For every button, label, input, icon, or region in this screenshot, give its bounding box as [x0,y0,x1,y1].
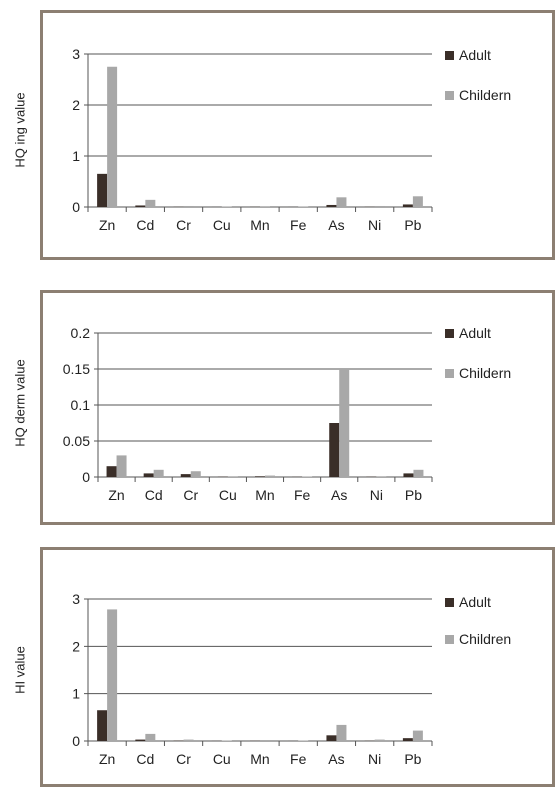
bar-children-cu [227,476,238,477]
legend-label: Adult [459,594,491,610]
bar-adult-as [329,423,340,477]
bar-adult-pb [402,738,413,741]
bar-adult-as [326,204,337,207]
bar-adult-cr [180,474,191,477]
x-tick-label: Cu [219,487,237,503]
bar-adult-cd [135,739,146,741]
chart-panel-hq-ing: HQ ing value 0 1 2 3 Zn Cd Cr Cu Mn Fe As Ni Pb Adult… [0,0,560,265]
bar-children-pb [412,730,423,741]
bar-children-mn [265,475,275,477]
x-tick-label: Ni [368,751,381,767]
y-tick-label: 0 [72,733,80,749]
legend-label: Adult [459,325,491,341]
bar-adult-pb [403,473,414,477]
x-tick-label: Cr [183,487,198,503]
bar-children-mn [260,740,270,741]
bar-children-cd [145,733,156,741]
bar-children-pb [412,196,423,207]
bar-adult-zn [97,710,108,741]
y-tick-label: 0.05 [63,433,90,449]
legend-swatch [445,369,454,378]
bar-adult-zn [106,466,117,477]
x-tick-label: Cd [145,487,163,503]
y-tick-label: 2 [72,97,80,113]
x-tick-label: Fe [294,487,311,503]
y-tick-label: 3 [72,591,80,607]
bar-children-cr [183,739,194,741]
bar-children-mn [260,206,270,207]
x-tick-label: Ni [370,487,383,503]
legend-swatch [445,91,454,100]
x-tick-label: Zn [99,217,115,233]
bar-children-cd [145,199,156,207]
y-tick-label: 0.15 [63,361,90,377]
chart-panel-hi: HI value 0 1 2 3 Zn Cd Cr Cu Mn Fe As Ni Pb Adult Chil… [0,545,560,792]
bar-chart-hq-derm: 0 0.05 0.1 0.15 0.2 Zn Cd Cr Cu Mn Fe As Ni Pb Adult Ch… [63,325,511,503]
bar-children-zn [116,455,127,477]
y-tick-label: 1 [72,148,80,164]
x-tick-label: Ni [368,217,381,233]
y-tick-label: 0.1 [71,397,91,413]
legend-swatch [445,51,454,60]
x-tick-label: Cu [213,217,231,233]
bar-adult-zn [97,173,108,207]
bar-children-ni [374,739,385,741]
x-tick-label: Cr [176,751,191,767]
legend-label: Children [459,631,511,647]
bar-adult-cd [135,205,146,207]
legend-swatch [445,635,454,644]
legend-swatch [445,598,454,607]
bar-children-as [336,197,347,207]
chart-panel-hq-derm: HQ derm value 0 0.05 0.1 0.15 0.2 Zn Cd Cr Cu Mn F… [0,285,560,525]
x-tick-label: As [331,487,347,503]
bar-children-as [336,724,347,741]
y-tick-label: 3 [72,46,80,62]
y-tick-label: 1 [72,686,80,702]
x-tick-label: Cd [136,217,154,233]
bar-children-as [339,369,350,477]
bar-children-cd [153,469,164,477]
x-tick-label: Zn [99,751,115,767]
bar-adult-cd [143,473,154,477]
x-tick-label: Mn [255,487,274,503]
x-tick-label: As [328,217,344,233]
bar-chart-hq-ing: 0 1 2 3 Zn Cd Cr Cu Mn Fe As Ni Pb Adult Childern [72,46,511,233]
x-tick-label: Zn [108,487,124,503]
bar-children-zn [107,609,118,741]
y-tick-label: 0 [72,199,80,215]
chart-frame [40,547,555,787]
y-tick-label: 0 [82,469,90,485]
legend-swatch [445,329,454,338]
y-tick-label: 0.2 [71,325,91,341]
bar-children-cr [183,205,194,207]
chart-frame [40,290,555,525]
x-tick-label: Fe [290,751,307,767]
legend-label: Adult [459,47,491,63]
y-tick-label: 2 [72,638,80,654]
x-tick-label: Cd [136,751,154,767]
bar-adult-pb [402,204,413,207]
bar-children-ni [374,205,385,207]
bar-children-pb [413,469,424,477]
bar-children-ni [376,476,387,477]
bar-chart-hi: 0 1 2 3 Zn Cd Cr Cu Mn Fe As Ni Pb Adult Children [72,591,511,767]
bar-children-cr [190,471,201,477]
x-tick-label: Cr [176,217,191,233]
x-tick-label: Pb [404,217,421,233]
bar-children-zn [107,66,118,207]
legend-label: Childern [459,365,511,381]
x-tick-label: As [328,751,344,767]
bar-adult-as [326,735,337,741]
x-tick-label: Pb [404,751,421,767]
bar-adult-mn [255,476,265,477]
x-tick-label: Cu [213,751,231,767]
x-tick-label: Pb [405,487,422,503]
chart-frame [40,10,555,260]
x-tick-label: Fe [290,217,307,233]
legend-label: Childern [459,87,511,103]
x-tick-label: Mn [250,751,269,767]
x-tick-label: Mn [250,217,269,233]
